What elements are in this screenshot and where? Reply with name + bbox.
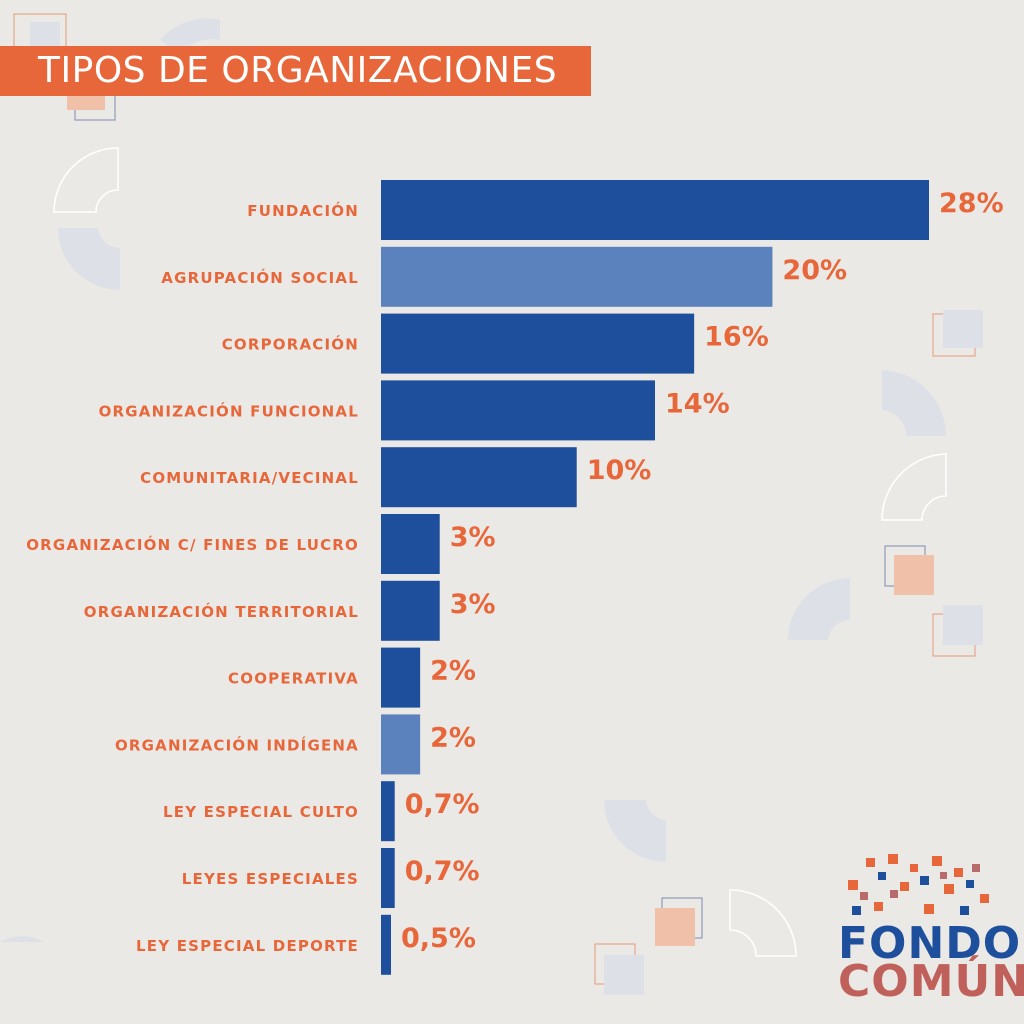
bar-9 <box>381 781 395 842</box>
bar-2 <box>381 313 695 374</box>
value-label: 2% <box>430 722 476 753</box>
bar-11 <box>381 914 391 975</box>
value-label: 2% <box>430 656 476 687</box>
bar-6 <box>381 580 440 641</box>
category-label: AGRUPACIÓN SOCIAL <box>161 268 359 287</box>
logo-word-fondo: FONDO <box>838 918 1022 969</box>
category-label: COMUNITARIA/VECINAL <box>140 469 359 487</box>
bar-3 <box>381 380 655 441</box>
bar-7 <box>381 647 421 708</box>
title-banner: TIPOS DE ORGANIZACIONES <box>0 46 591 96</box>
category-label: ORGANIZACIÓN FUNCIONAL <box>99 401 359 420</box>
category-label: LEY ESPECIAL CULTO <box>163 803 359 821</box>
bar-5 <box>381 514 440 574</box>
logo-word-comun: COMÚN <box>838 956 1024 1007</box>
value-label: 28% <box>939 188 1004 219</box>
value-label: 0,5% <box>401 923 476 954</box>
fondo-comun-logo: FONDO COMÚN <box>832 850 1024 1004</box>
chart-title: TIPOS DE ORGANIZACIONES <box>38 50 558 91</box>
value-label: 0,7% <box>405 789 480 820</box>
value-label: 20% <box>782 255 847 286</box>
bar-8 <box>381 714 421 775</box>
value-label: 3% <box>450 522 496 553</box>
category-label: ORGANIZACIÓN INDÍGENA <box>115 735 359 754</box>
category-label: ORGANIZACIÓN TERRITORIAL <box>84 602 359 621</box>
bar-1 <box>381 246 773 307</box>
value-label: 16% <box>704 322 769 353</box>
category-label: LEY ESPECIAL DEPORTE <box>136 937 359 955</box>
bar-10 <box>381 848 395 908</box>
bar-0 <box>381 180 929 240</box>
category-label: FUNDACIÓN <box>247 201 359 220</box>
category-label: CORPORACIÓN <box>222 335 359 354</box>
category-label: COOPERATIVA <box>228 670 359 688</box>
value-label: 3% <box>450 589 496 620</box>
category-label: ORGANIZACIÓN C/ FINES DE LUCRO <box>26 535 359 554</box>
value-label: 14% <box>665 388 730 419</box>
value-label: 0,7% <box>405 856 480 887</box>
category-label: LEYES ESPECIALES <box>182 870 359 888</box>
value-label: 10% <box>587 455 652 486</box>
bar-4 <box>381 447 577 508</box>
